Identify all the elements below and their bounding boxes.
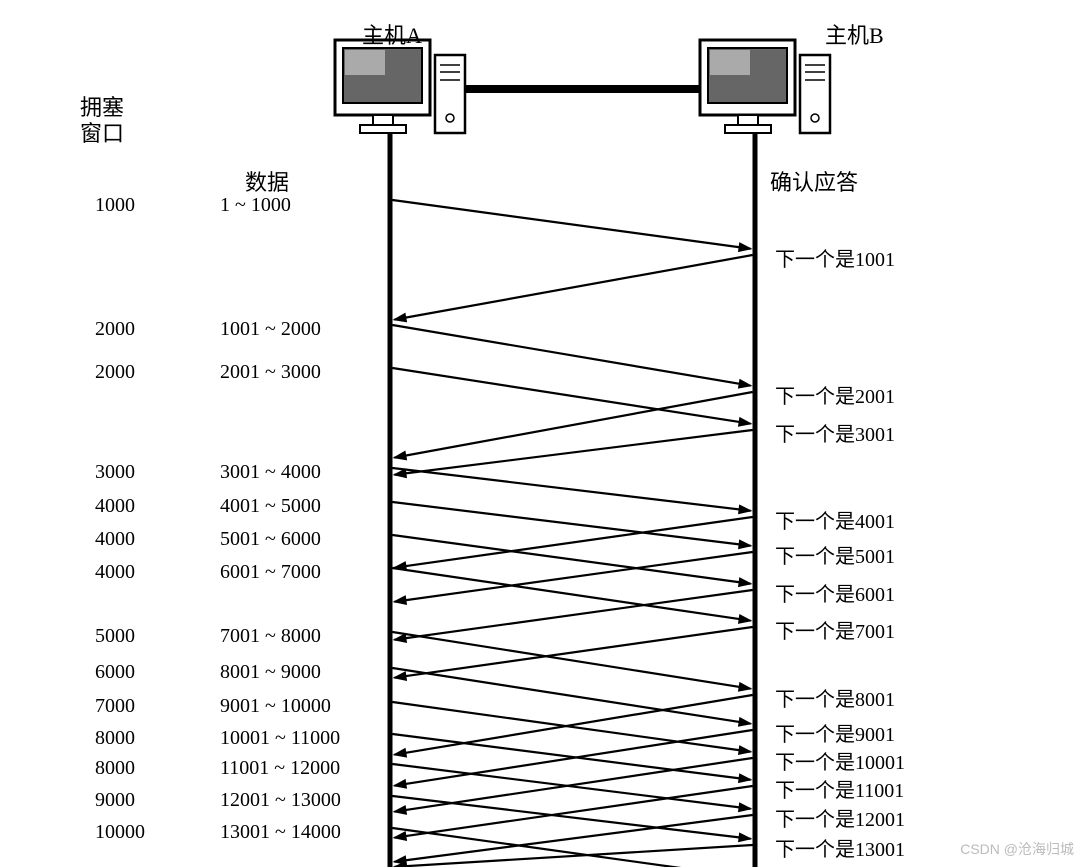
cwnd-value: 6000 [95, 661, 135, 684]
data-range: 2001 ~ 3000 [220, 361, 321, 384]
cwnd-value: 9000 [95, 789, 135, 812]
ack-text: 下一个是12001 [775, 803, 905, 832]
ack-text: 下一个是7001 [775, 615, 895, 644]
ack-text: 下一个是6001 [775, 578, 895, 607]
cwnd-value: 2000 [95, 318, 135, 341]
ack-text: 下一个是11001 [775, 774, 904, 803]
ack-text: 下一个是9001 [775, 718, 895, 747]
watermark: CSDN @沧海归城 [960, 839, 1074, 859]
ack-text: 下一个是13001 [775, 833, 905, 862]
data-range: 8001 ~ 9000 [220, 661, 321, 684]
data-range: 9001 ~ 10000 [220, 695, 331, 718]
ack-text: 下一个是1001 [775, 243, 895, 272]
data-range: 6001 ~ 7000 [220, 561, 321, 584]
data-range: 13001 ~ 14000 [220, 821, 341, 844]
data-range: 10001 ~ 11000 [220, 727, 340, 750]
cwnd-value: 4000 [95, 561, 135, 584]
data-range: 1 ~ 1000 [220, 194, 291, 217]
ack-text: 下一个是10001 [775, 746, 905, 775]
cwnd-value: 3000 [95, 461, 135, 484]
data-range: 3001 ~ 4000 [220, 461, 321, 484]
ack-text: 下一个是8001 [775, 683, 895, 712]
diagram-svg [0, 0, 1089, 867]
ack-text: 下一个是4001 [775, 505, 895, 534]
ack-text: 下一个是5001 [775, 540, 895, 569]
cwnd-value: 8000 [95, 757, 135, 780]
ack-header: 确认应答 [770, 165, 858, 197]
cwnd-value: 7000 [95, 695, 135, 718]
cwnd-value: 1000 [95, 194, 135, 217]
host-b-label: 主机B [825, 18, 884, 50]
diagram-root: 主机A主机B拥塞窗口数据确认应答10001 ~ 1000下一个是10012000… [0, 0, 1089, 867]
data-header: 数据 [245, 165, 289, 197]
data-range: 1001 ~ 2000 [220, 318, 321, 341]
data-range: 12001 ~ 13000 [220, 789, 341, 812]
data-range: 7001 ~ 8000 [220, 625, 321, 648]
cwnd-value: 8000 [95, 727, 135, 750]
ack-text: 下一个是3001 [775, 418, 895, 447]
host-a-label: 主机A [362, 18, 422, 50]
data-range: 4001 ~ 5000 [220, 495, 321, 518]
cwnd-value: 5000 [95, 625, 135, 648]
cwnd-value: 4000 [95, 528, 135, 551]
cwnd-value: 2000 [95, 361, 135, 384]
data-range: 5001 ~ 6000 [220, 528, 321, 551]
cwnd-value: 10000 [95, 821, 145, 844]
cwnd-value: 4000 [95, 495, 135, 518]
data-range: 11001 ~ 12000 [220, 757, 340, 780]
cwnd-header-2: 窗口 [80, 116, 124, 148]
ack-text: 下一个是2001 [775, 380, 895, 409]
